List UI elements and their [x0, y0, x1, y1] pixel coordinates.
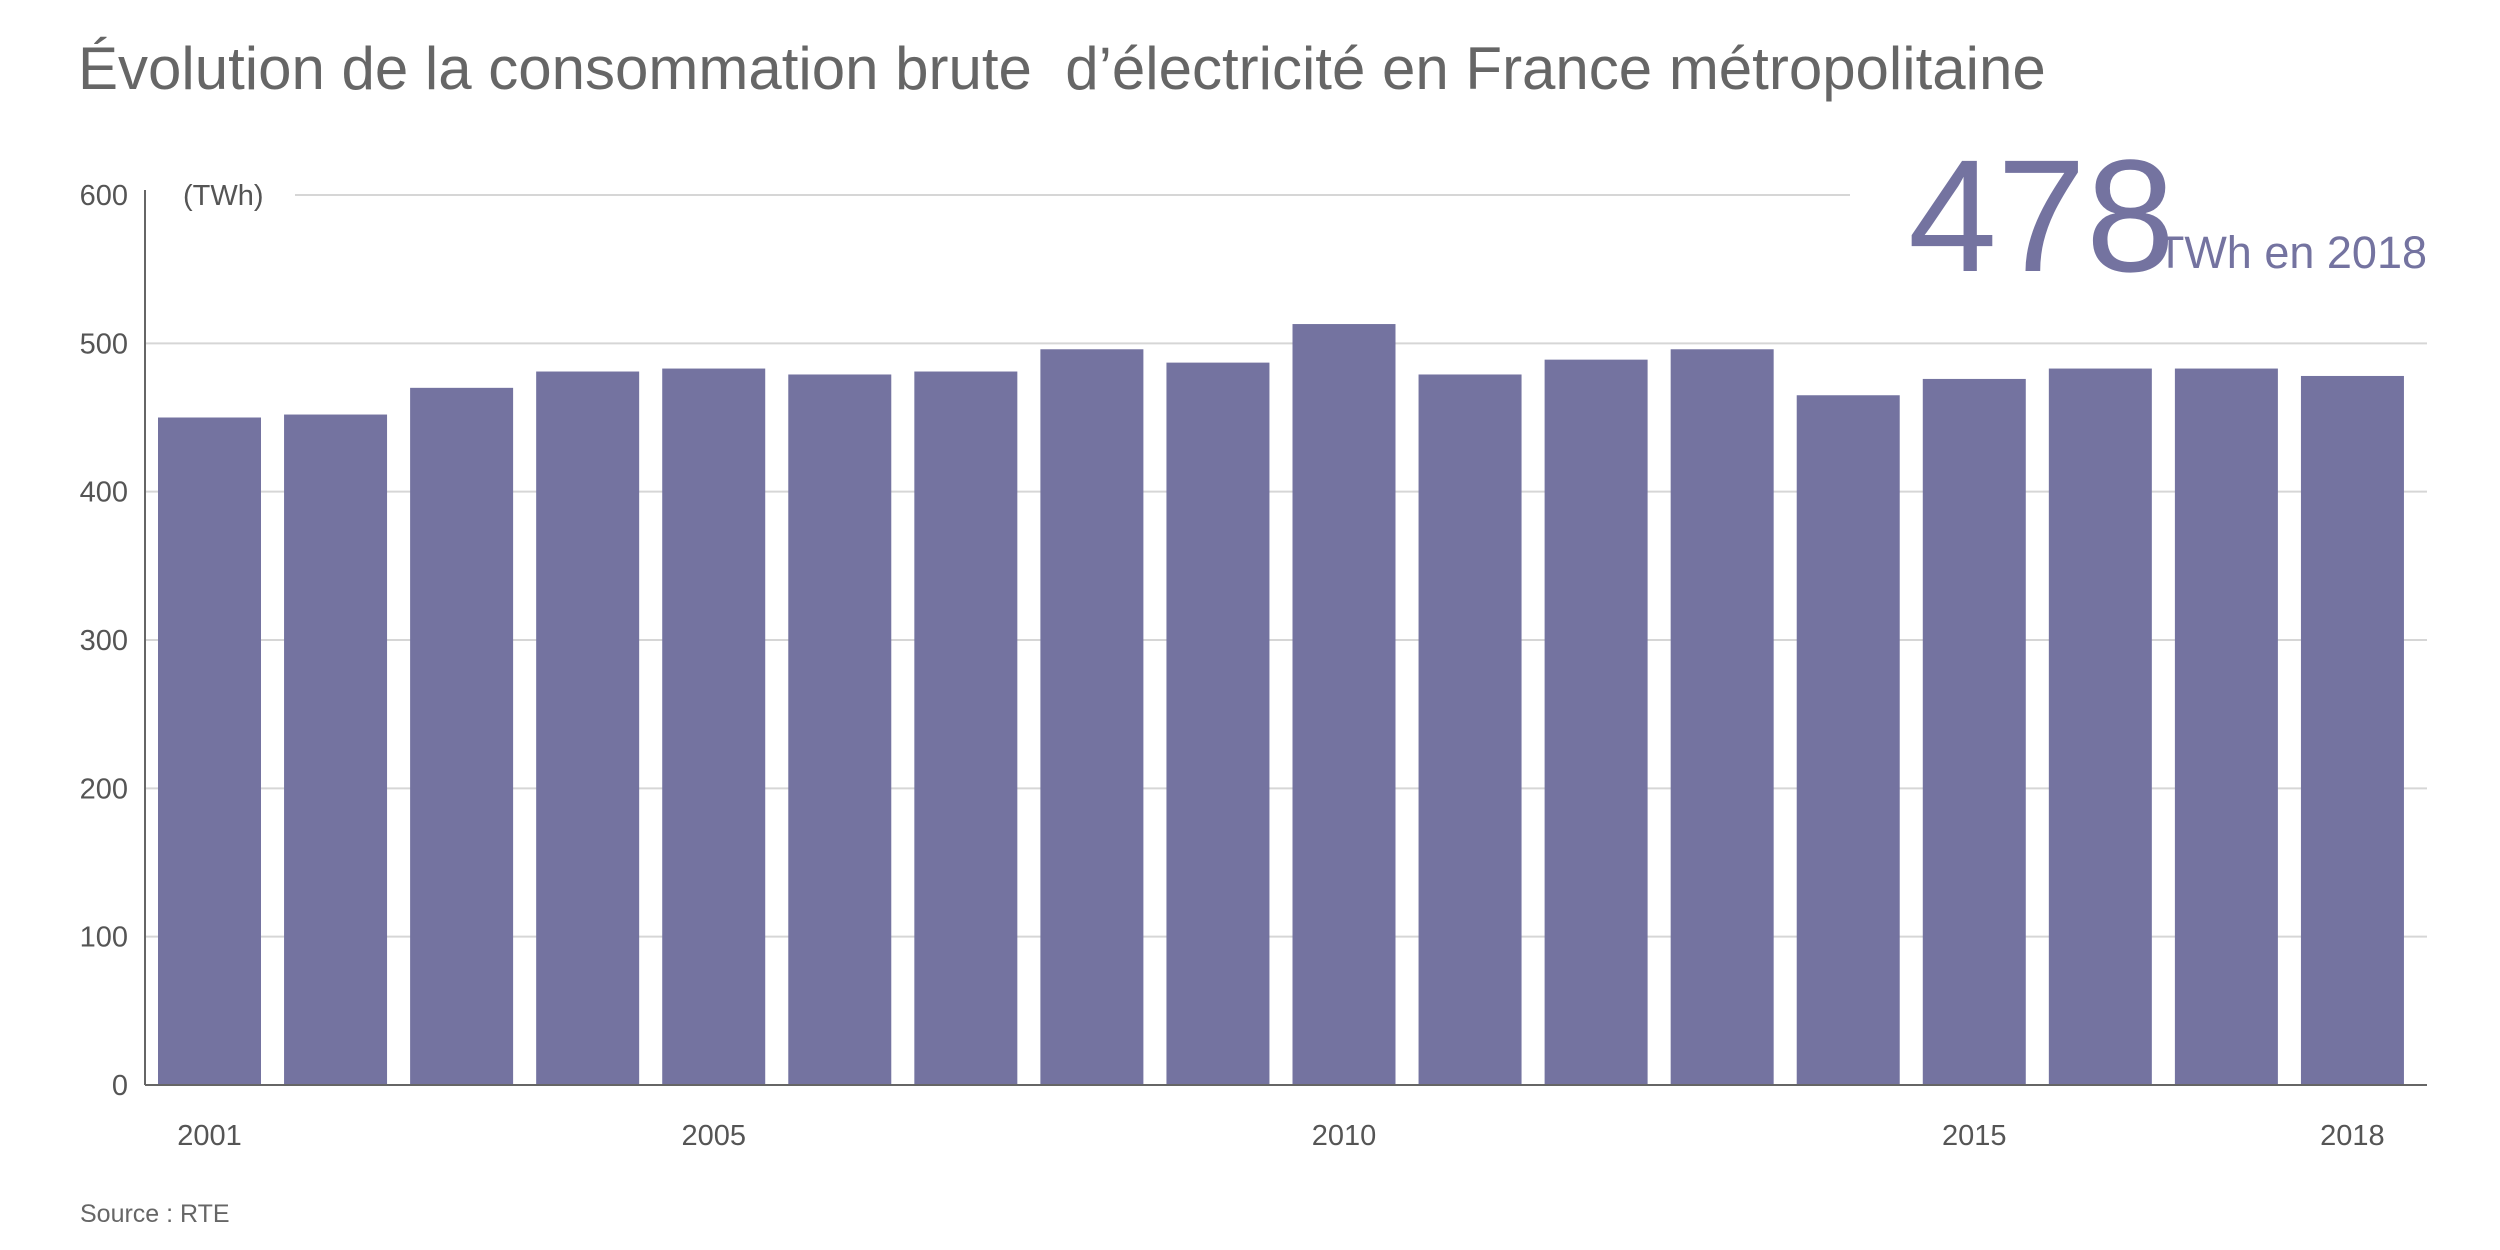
bar-2001	[158, 417, 261, 1085]
y-tick-label: 300	[80, 625, 128, 657]
bar-2007	[914, 371, 1018, 1085]
bar-2016	[2048, 368, 2152, 1085]
bar-2010	[1292, 324, 1396, 1085]
bar-2006	[788, 374, 892, 1085]
highlight-value: 478	[1908, 126, 2175, 305]
x-tick-label: 2018	[2320, 1120, 2385, 1152]
bar-2005	[662, 368, 766, 1085]
x-tick-label: 2001	[177, 1120, 242, 1152]
highlight-text: TWh en 2018	[2157, 227, 2427, 278]
y-tick-label: 500	[80, 328, 128, 360]
source-note: Source : RTE	[80, 1200, 230, 1228]
bar-2002	[284, 414, 388, 1085]
x-tick-label: 2010	[1312, 1120, 1377, 1152]
y-tick-label: 0	[112, 1070, 128, 1102]
x-tick-label: 2005	[681, 1120, 746, 1152]
x-tick-label: 2015	[1942, 1120, 2007, 1152]
y-tick-label: 100	[80, 922, 128, 954]
y-tick-label: 600	[80, 180, 128, 212]
bar-2003	[410, 387, 514, 1085]
bar-2004	[536, 371, 640, 1085]
bar-2018	[2300, 375, 2404, 1085]
bar-2013	[1670, 349, 1774, 1085]
bar-2011	[1418, 374, 1522, 1085]
y-axis-unit-label: (TWh)	[183, 180, 264, 212]
bar-2017	[2174, 368, 2278, 1085]
y-tick-label: 400	[80, 477, 128, 509]
y-tick-label: 200	[80, 773, 128, 805]
bar-2008	[1040, 349, 1144, 1085]
bar-2015	[1922, 378, 2026, 1085]
chart-title: Évolution de la consommation brute d’éle…	[78, 35, 2046, 102]
bar-2009	[1166, 362, 1270, 1085]
bar-2012	[1544, 359, 1648, 1085]
bar-2014	[1796, 395, 1900, 1085]
